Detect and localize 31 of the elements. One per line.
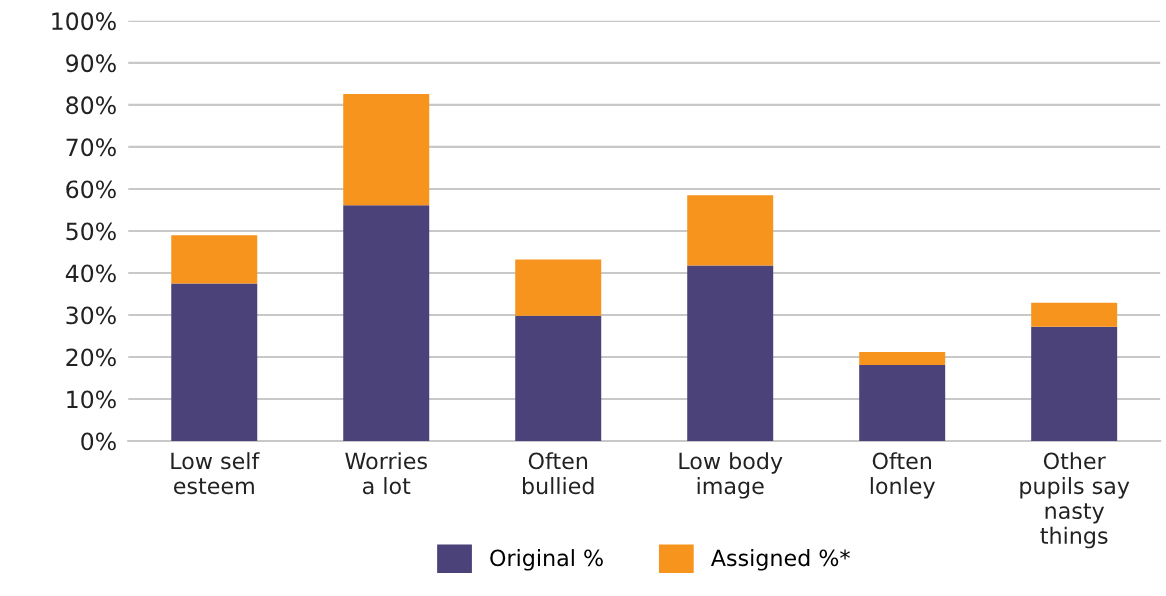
bar [687,265,774,442]
bar [859,364,946,442]
y-tick-label: 70% [66,138,116,157]
y-tick-label: 50% [66,222,116,241]
y-tick-label: 90% [66,54,116,73]
bar [859,351,946,365]
bar [343,93,430,206]
x-tick-label: Often bullied [522,452,594,495]
bar [687,195,774,266]
y-tick-label: 100% [52,12,116,31]
bar [171,283,258,442]
y-tick-label: 30% [66,306,116,325]
x-tick-label: Worries a lot [345,452,427,495]
x-tick-label: Other pupils say nasty things [1020,452,1130,549]
bar [171,235,258,284]
bar [343,205,430,442]
x-tick-label: Often lonley [870,452,935,499]
bar [515,315,602,442]
legend-label: Original % [490,549,603,571]
y-tick-label: 80% [66,96,116,115]
x-tick-label: Low body image [679,452,783,499]
y-tick-label: 10% [67,390,116,409]
bar [1031,326,1118,442]
y-tick-label: 60% [66,180,116,199]
x-tick-label: Low self esteem [171,452,260,495]
legend-label: Assigned %* [710,549,850,571]
bar [1031,302,1118,327]
y-tick-label: 0% [81,432,116,451]
y-tick-label: 40% [65,264,116,283]
bar [515,259,602,316]
y-tick-label: 20% [66,348,116,367]
